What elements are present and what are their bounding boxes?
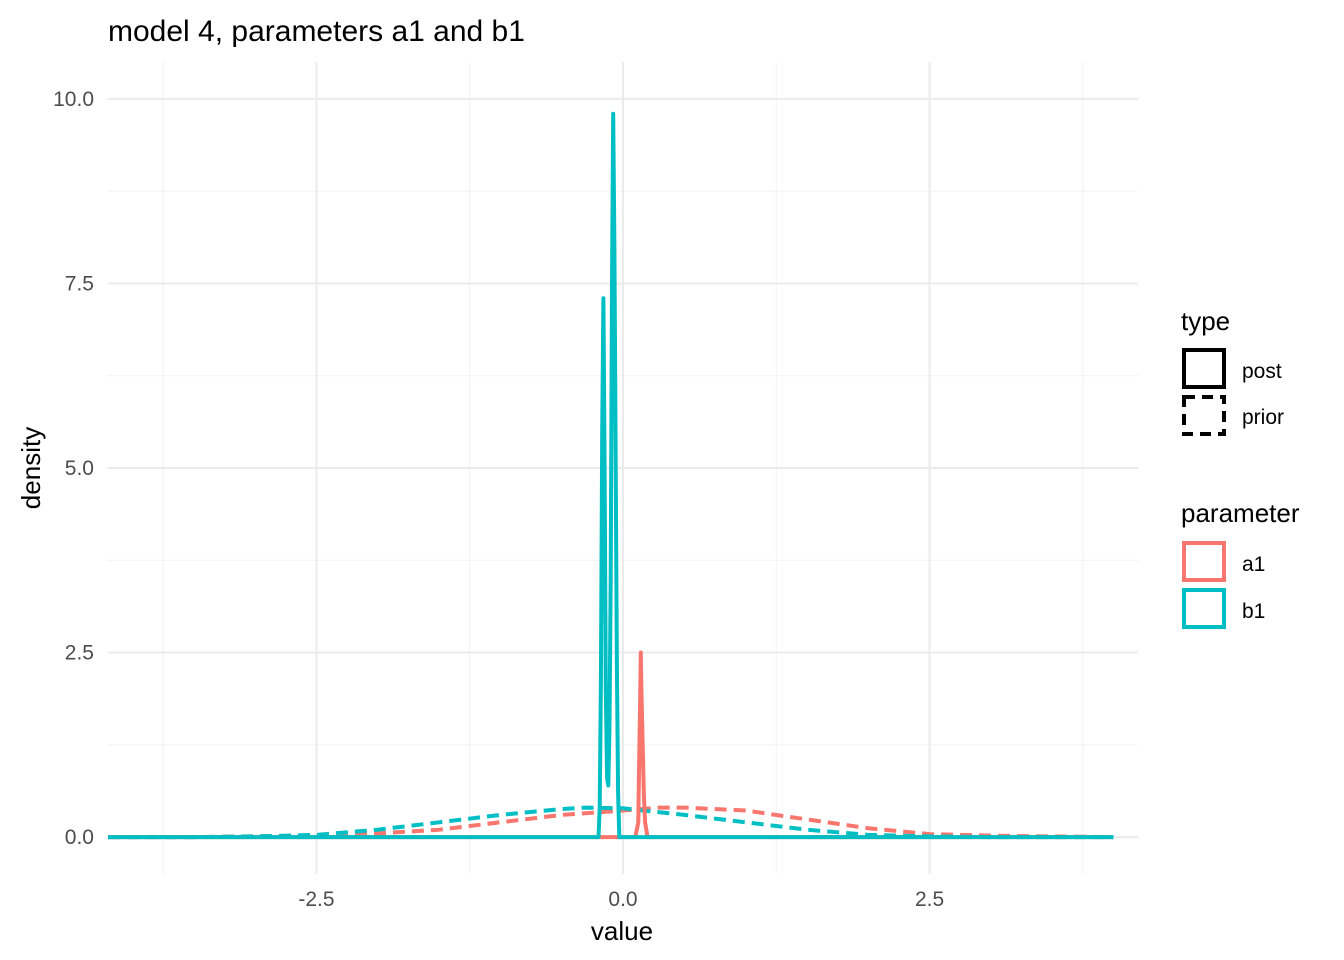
x-axis-title: value <box>591 916 653 946</box>
y-tick-label: 5.0 <box>65 457 94 480</box>
legend-label-b1: b1 <box>1242 600 1265 623</box>
legend-parameter-title: parameter <box>1181 498 1300 528</box>
x-tick-labels: -2.5 0.0 2.5 <box>298 888 944 911</box>
series-lines <box>108 111 1114 840</box>
y-tick-labels: 0.0 2.5 5.0 7.5 10.0 <box>53 88 94 849</box>
y-tick-label: 10.0 <box>53 88 94 111</box>
legend-key-a1 <box>1182 541 1226 582</box>
series-a1-post <box>108 650 1114 840</box>
legend-label-a1: a1 <box>1242 553 1265 576</box>
y-tick-label: 2.5 <box>65 642 94 665</box>
y-tick-label: 0.0 <box>65 826 94 849</box>
y-axis-title: density <box>16 427 46 509</box>
series-a1-prior <box>108 805 1114 840</box>
legend-key-b1 <box>1182 588 1226 629</box>
legend-label-post: post <box>1242 360 1282 383</box>
y-tick-label: 7.5 <box>65 272 94 295</box>
legend-type: type post prior <box>1181 306 1284 436</box>
x-tick-label: 2.5 <box>915 888 944 911</box>
legend-key-prior <box>1182 395 1226 436</box>
legend-parameter: parameter a1 b1 <box>1181 498 1300 629</box>
x-tick-label: -2.5 <box>298 888 334 911</box>
legend-type-title: type <box>1181 306 1230 336</box>
chart-title: model 4, parameters a1 and b1 <box>108 15 525 48</box>
legend-key-post <box>1182 348 1226 389</box>
legend-label-prior: prior <box>1242 406 1284 429</box>
x-tick-label: 0.0 <box>608 888 637 911</box>
series-b1-post <box>108 111 1114 840</box>
grid <box>108 62 1138 874</box>
